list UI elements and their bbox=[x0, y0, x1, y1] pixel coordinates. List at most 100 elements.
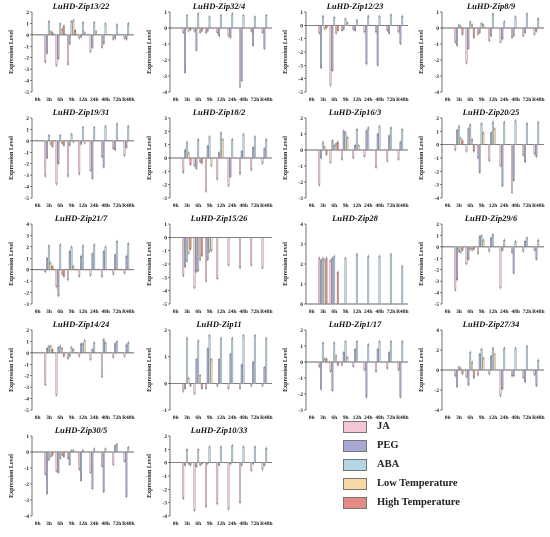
chart-luhd-zip13-22-title: LuHD-Zip13/22 bbox=[52, 1, 110, 11]
chart-luhd-zip14-24-bar-low-temperature bbox=[83, 340, 86, 354]
chart-luhd-zip28-bar-aba bbox=[321, 257, 324, 305]
chart-luhd-zip11-bar-aba bbox=[231, 337, 234, 384]
chart-luhd-zip28-xtick-label: 72h bbox=[387, 309, 396, 315]
chart-luhd-zip18-2-bar-aba bbox=[197, 139, 200, 159]
chart-luhd-zip21-7-ytick-label: 3 bbox=[26, 233, 29, 239]
chart-luhd-zip8-9-ytick-label: -1 bbox=[434, 42, 439, 48]
chart-luhd-zip16-3-bar-aba bbox=[378, 125, 381, 151]
chart-luhd-zip18-2-ytick-label: -3 bbox=[162, 196, 167, 202]
chart-luhd-zip30-5-bar-ja bbox=[112, 451, 115, 465]
legend-item-high-temperature: High Temperature bbox=[343, 494, 543, 511]
chart-luhd-zip32-4-bar-aba bbox=[253, 16, 256, 29]
chart-luhd-zip18-2-bar-ja bbox=[227, 157, 230, 187]
chart-luhd-zip10-33-bar-aba bbox=[208, 446, 211, 463]
chart-luhd-zip14-24-xtick-label: 12h bbox=[79, 415, 88, 421]
chart-luhd-zip16-3-ytick-label: 2 bbox=[300, 116, 303, 122]
chart-luhd-zip27-34-xtick-label: 3h bbox=[456, 415, 462, 421]
chart-luhd-zip8-9-bar-peg bbox=[467, 27, 470, 49]
chart-luhd-zip21-7-xtick-label: 24h bbox=[90, 309, 99, 315]
chart-luhd-zip18-2-ytick-label: 0 bbox=[164, 156, 167, 162]
chart-luhd-zip21-7-ylabel: Expression Level bbox=[9, 242, 15, 286]
chart-luhd-zip20-25-ytick-label: -4 bbox=[434, 196, 439, 202]
chart-luhd-zip32-4-xtick-label: 9h bbox=[207, 97, 213, 103]
chart-luhd-zip28-bar-high-temperature bbox=[336, 271, 339, 305]
chart-luhd-zip8-9-xtick-label: 12h bbox=[489, 97, 498, 103]
legend-swatch-peg bbox=[343, 439, 367, 452]
chart-luhd-zip10-33-bar-aba bbox=[185, 449, 188, 463]
chart-luhd-zip14-24-ylabel: Expression Level bbox=[9, 348, 15, 392]
chart-luhd-zip13-22-bar-peg bbox=[91, 34, 94, 48]
chart-luhd-zip15-26-xtick-label: R48h bbox=[260, 309, 273, 315]
chart-luhd-zip28-ytick-label: 4 bbox=[300, 222, 303, 228]
chart-luhd-zip29-6-ytick-label: 0 bbox=[436, 245, 439, 251]
chart-luhd-zip18-2-ytick-label: 2 bbox=[164, 129, 167, 135]
chart-luhd-zip21-7-bar-peg bbox=[114, 254, 116, 270]
chart-luhd-zip11-bar-peg bbox=[206, 348, 209, 384]
chart-luhd-zip21-7-bar-aba bbox=[81, 245, 84, 270]
chart-luhd-zip19-31-ytick-label: -3 bbox=[24, 173, 29, 179]
chart-luhd-zip16-3-xtick-label: R48h bbox=[396, 203, 409, 209]
chart-luhd-zip32-4-bar-peg bbox=[263, 27, 266, 49]
chart-luhd-zip18-2-bar-low-temperature bbox=[221, 139, 224, 159]
chart-luhd-zip11-bar-aba bbox=[208, 335, 211, 384]
legend-item-peg: PEG bbox=[343, 437, 543, 454]
chart-luhd-zip14-24-bar-peg bbox=[102, 338, 105, 354]
chart-luhd-zip11-bar-aba bbox=[265, 337, 268, 384]
chart-luhd-zip28-bar-low-temperature bbox=[323, 259, 326, 305]
chart-luhd-zip18-2: LuHD-Zip18/2 Expression Level -3 -2 -1 0 1 2 3 0h… bbox=[147, 107, 273, 209]
chart-luhd-zip11-ytick-label: 0 bbox=[164, 381, 167, 387]
chart-luhd-zip28-xtick-label: 9h bbox=[343, 309, 349, 315]
chart-luhd-zip8-9-bar-aba bbox=[525, 13, 528, 29]
chart-luhd-zip10-33-bar-aba bbox=[197, 449, 200, 463]
chart-luhd-zip20-25-xtick-label: 24h bbox=[500, 203, 509, 209]
chart-luhd-zip15-26-ytick-label: -1 bbox=[162, 249, 167, 255]
chart-luhd-zip30-5-ytick-label: -2 bbox=[24, 482, 29, 488]
chart-luhd-zip12-23-bar-peg bbox=[320, 25, 322, 69]
chart-luhd-zip18-2-xtick-label: 0h bbox=[173, 203, 179, 209]
chart-luhd-zip8-9-bar-aba bbox=[514, 16, 517, 29]
chart-luhd-zip30-5-xtick-label: 24h bbox=[90, 521, 99, 527]
legend-item-low-temperature: Low Temperature bbox=[343, 475, 543, 492]
chart-luhd-zip27-34-bar-peg bbox=[501, 369, 504, 390]
chart-luhd-zip30-5-ytick-label: -3 bbox=[24, 498, 29, 504]
chart-luhd-zip18-2-bar-ja bbox=[182, 157, 185, 173]
chart-luhd-zip27-34-bar-peg bbox=[490, 355, 492, 371]
chart-luhd-zip12-23-xtick-label: 3h bbox=[320, 97, 326, 103]
chart-luhd-zip8-9-ylabel: Expression Level bbox=[419, 30, 425, 74]
chart-luhd-zip10-33-bar-ja bbox=[227, 462, 230, 510]
chart-luhd-zip18-2-xtick-label: 72h bbox=[251, 203, 260, 209]
chart-luhd-zip8-9-bar-ja bbox=[465, 27, 468, 64]
chart-luhd-zip28-title: LuHD-Zip28 bbox=[331, 213, 379, 223]
chart-luhd-zip27-34-bar-low-temperature bbox=[482, 357, 485, 371]
chart-luhd-zip29-6: LuHD-Zip29/6 Expression Level -5 -4 -3 -2 -1 0 1… bbox=[419, 213, 545, 315]
chart-luhd-zip11-ytick-label: 1 bbox=[164, 355, 167, 361]
chart-luhd-zip29-6-ytick-label: -2 bbox=[434, 268, 439, 274]
chart-luhd-zip12-23-ytick-label: -1 bbox=[298, 37, 303, 43]
chart-luhd-zip11-bar-aba bbox=[185, 337, 188, 384]
chart-luhd-zip1-17-bar-peg bbox=[331, 361, 334, 391]
chart-luhd-zip11-xtick-label: 48h bbox=[239, 415, 248, 421]
chart-luhd-zip14-24-bar-ja bbox=[100, 352, 103, 378]
chart-luhd-zip32-4-bar-aba bbox=[242, 15, 245, 29]
chart-luhd-zip14-24-xtick-label: R48h bbox=[122, 415, 135, 421]
chart-luhd-zip14-24-bar-aba bbox=[115, 341, 118, 354]
chart-luhd-zip18-2-title: LuHD-Zip18/2 bbox=[192, 107, 246, 117]
chart-luhd-zip21-7: LuHD-Zip21/7 Expression Level -3 -2 -1 0 1 2 3 4 0… bbox=[9, 213, 135, 315]
chart-luhd-zip28-xtick-label: 0h bbox=[309, 309, 315, 315]
chart-luhd-zip18-2-bar-ja bbox=[216, 157, 219, 180]
chart-luhd-zip10-33-title: LuHD-Zip10/33 bbox=[190, 425, 248, 435]
chart-luhd-zip16-3-bar-aba bbox=[344, 132, 347, 151]
chart-luhd-zip8-9-xtick-label: R48h bbox=[532, 97, 545, 103]
chart-luhd-zip29-6-bar-ja bbox=[454, 246, 457, 291]
chart-luhd-zip27-34-xtick-label: 24h bbox=[500, 415, 509, 421]
chart-luhd-zip19-31-bar-peg bbox=[91, 140, 94, 179]
chart-luhd-zip8-9-bar-peg bbox=[501, 27, 504, 40]
chart-luhd-zip1-17-bar-aba bbox=[401, 341, 404, 363]
chart-luhd-zip11-bar-peg bbox=[229, 353, 232, 384]
chart-luhd-zip20-25-ytick-label: 2 bbox=[436, 116, 439, 122]
chart-luhd-zip16-3-title: LuHD-Zip16/3 bbox=[328, 107, 382, 117]
chart-luhd-zip16-3-bar-aba bbox=[355, 129, 358, 151]
chart-luhd-zip29-6-bar-aba bbox=[491, 234, 494, 248]
